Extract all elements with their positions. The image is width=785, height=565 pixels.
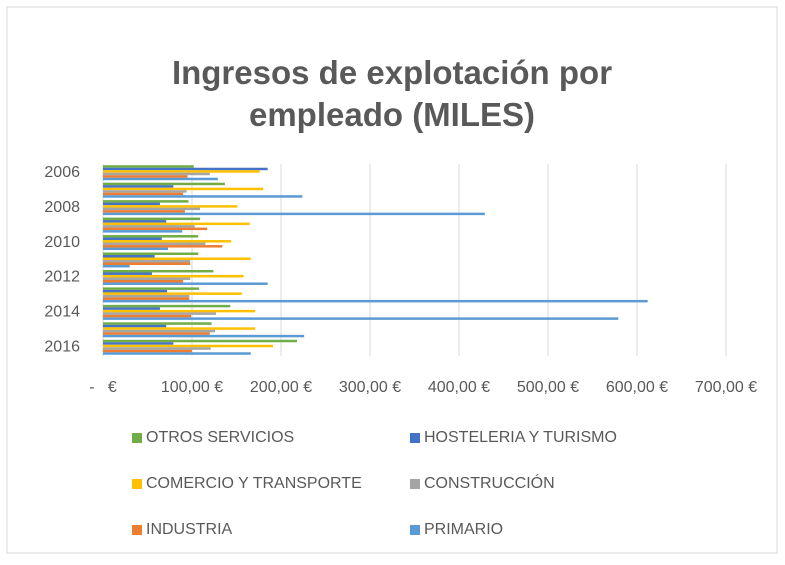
bar [103, 242, 206, 246]
bar [103, 237, 162, 241]
bar [103, 187, 264, 191]
legend-swatch [132, 433, 142, 443]
x-tick-label: 400,00 € [428, 379, 490, 396]
bar [103, 334, 305, 338]
bar [103, 265, 130, 268]
bar [103, 304, 231, 308]
bar [103, 322, 212, 325]
y-tick-label: 2008 [44, 199, 80, 216]
bar [103, 282, 268, 285]
bar [103, 347, 211, 350]
bar [103, 172, 210, 176]
bar [103, 225, 195, 228]
bar [103, 332, 210, 335]
bar [103, 269, 214, 273]
legend-label: CONSTRUCCIÓN [424, 473, 555, 492]
bar [103, 277, 191, 280]
bar [103, 200, 189, 203]
bar [103, 222, 250, 226]
bar [103, 312, 217, 315]
bar [103, 202, 160, 206]
bar [103, 324, 167, 328]
title-line: Ingresos de explotación por [172, 54, 612, 91]
bar [103, 327, 256, 330]
x-tick-label: - € [89, 379, 117, 396]
x-tick-label: 600,00 € [606, 379, 668, 396]
bar [103, 349, 192, 353]
bar [103, 227, 208, 231]
bar [103, 297, 190, 300]
bar [103, 190, 187, 193]
bar [103, 175, 188, 178]
bar [103, 299, 648, 303]
y-tick-label: 2012 [44, 269, 80, 286]
x-tick-label: 700,00 € [695, 379, 757, 396]
bar [103, 230, 183, 233]
y-tick-label: 2016 [44, 338, 80, 355]
legend-swatch [410, 479, 420, 489]
legend-swatch [410, 525, 420, 535]
legend-swatch [132, 525, 142, 535]
bar [103, 262, 191, 266]
legend-swatch [132, 479, 142, 489]
bar [103, 247, 168, 251]
bar [103, 344, 273, 348]
legend-label: INDUSTRIA [146, 521, 233, 538]
bar [103, 205, 238, 208]
x-tick-label: 500,00 € [517, 379, 579, 396]
legend-label: PRIMARIO [424, 521, 503, 538]
legend-label: OTROS SERVICIOS [146, 429, 294, 446]
bar [103, 279, 184, 283]
bar [103, 289, 168, 293]
bar [103, 272, 152, 275]
bar [103, 235, 199, 238]
bar [103, 210, 185, 213]
title-line: empleado (MILES) [249, 96, 535, 133]
bar [103, 212, 485, 216]
bar [103, 342, 174, 345]
y-tick-label: 2006 [44, 164, 80, 181]
x-tick-label: 100,00 € [161, 379, 223, 396]
bar [103, 314, 192, 318]
bar [103, 317, 619, 320]
bar [103, 287, 200, 290]
legend-label: COMERCIO Y TRANSPORTE [146, 475, 362, 492]
y-tick-label: 2010 [44, 234, 80, 251]
bar [103, 257, 251, 260]
bar [103, 260, 191, 263]
legend-swatch [410, 433, 420, 443]
bar [103, 274, 244, 278]
chart-title-text: Ingresos de explotación por empleado (MIL… [172, 54, 612, 133]
bar [103, 192, 184, 196]
bar [103, 182, 225, 186]
bar [103, 240, 232, 243]
y-tick-label: 2014 [44, 304, 80, 321]
bar [103, 252, 199, 255]
bar [103, 339, 298, 343]
bar [103, 352, 251, 355]
bar [103, 167, 268, 171]
bar [103, 309, 256, 313]
bar [103, 207, 201, 211]
bar [103, 329, 216, 333]
bar [103, 177, 218, 181]
legend-label: HOSTELERIA Y TURISMO [424, 429, 617, 446]
chart-title: Ingresos de explotación por empleado (MIL… [172, 54, 612, 133]
bar [103, 220, 167, 223]
bar [103, 170, 260, 173]
bar [103, 165, 194, 168]
bar [103, 294, 190, 298]
bar [103, 245, 223, 248]
x-tick-label: 200,00 € [250, 379, 312, 396]
bar [103, 185, 174, 188]
bar [103, 195, 303, 198]
bar [103, 307, 160, 310]
bar [103, 292, 242, 295]
x-tick-label: 300,00 € [339, 379, 401, 396]
bar [103, 217, 201, 221]
bar [103, 254, 155, 258]
